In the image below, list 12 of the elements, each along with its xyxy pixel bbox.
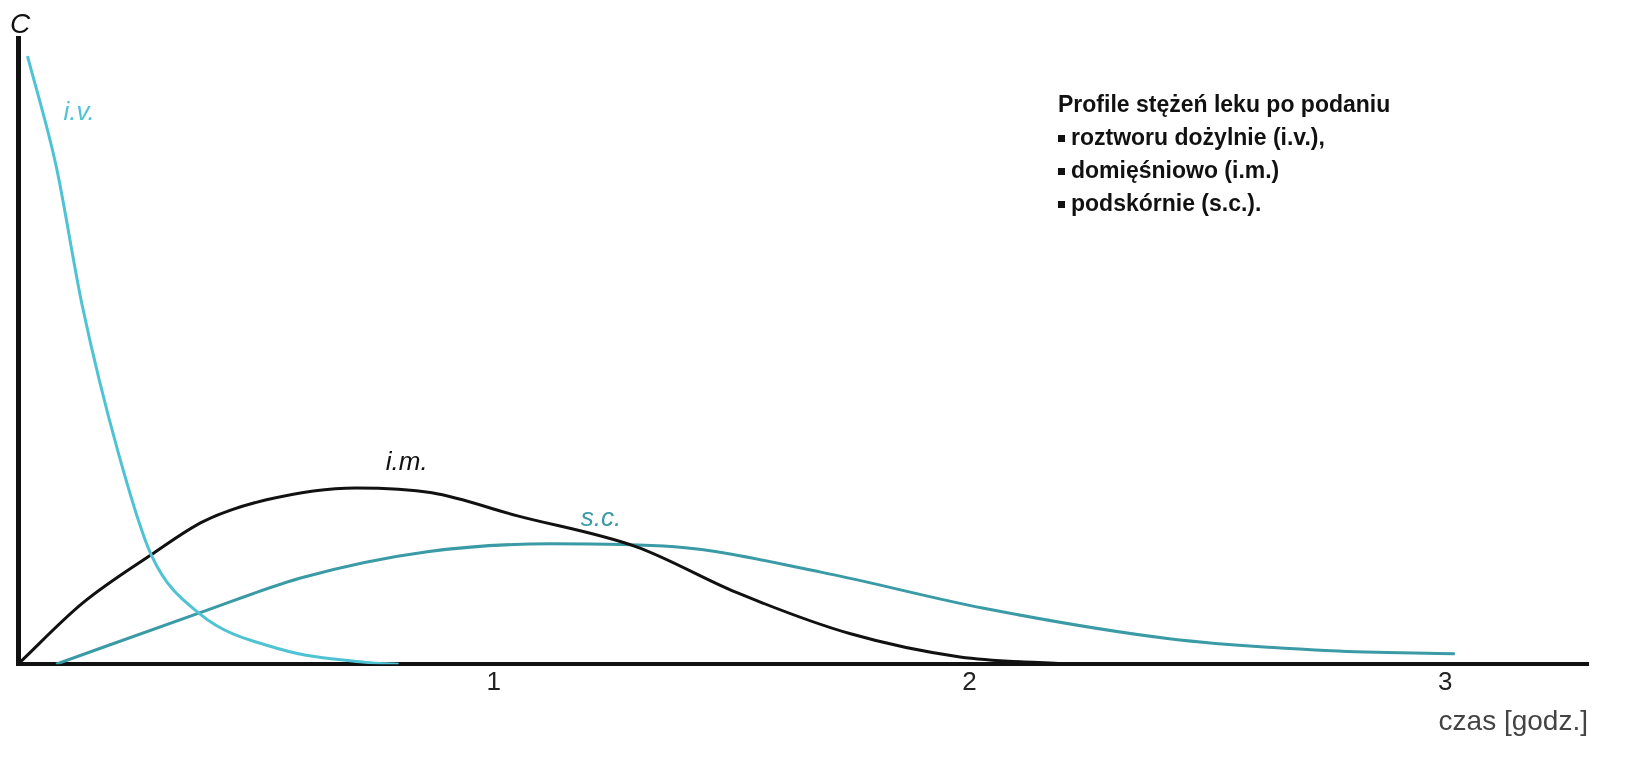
text: Profile stężeń leku po podaniu — [1058, 90, 1391, 119]
series-label: i.v. — [63, 96, 95, 127]
annotation: podskórnie (s.c.). — [1071, 190, 1262, 216]
y-axis-title: C — [10, 8, 31, 40]
annotation: domięśniowo (i.m.) — [1071, 157, 1280, 183]
x-axis-title: czas [godz.] — [1438, 704, 1588, 736]
x-tick-label: 1 — [486, 665, 501, 696]
annotation: roztworu dożylnie (i.v.), — [1071, 124, 1325, 150]
x-tick-label: 2 — [962, 665, 977, 696]
series-label: s.c. — [580, 502, 622, 533]
series-label: i.m. — [385, 446, 428, 477]
x-tick-label: 3 — [1438, 665, 1453, 696]
